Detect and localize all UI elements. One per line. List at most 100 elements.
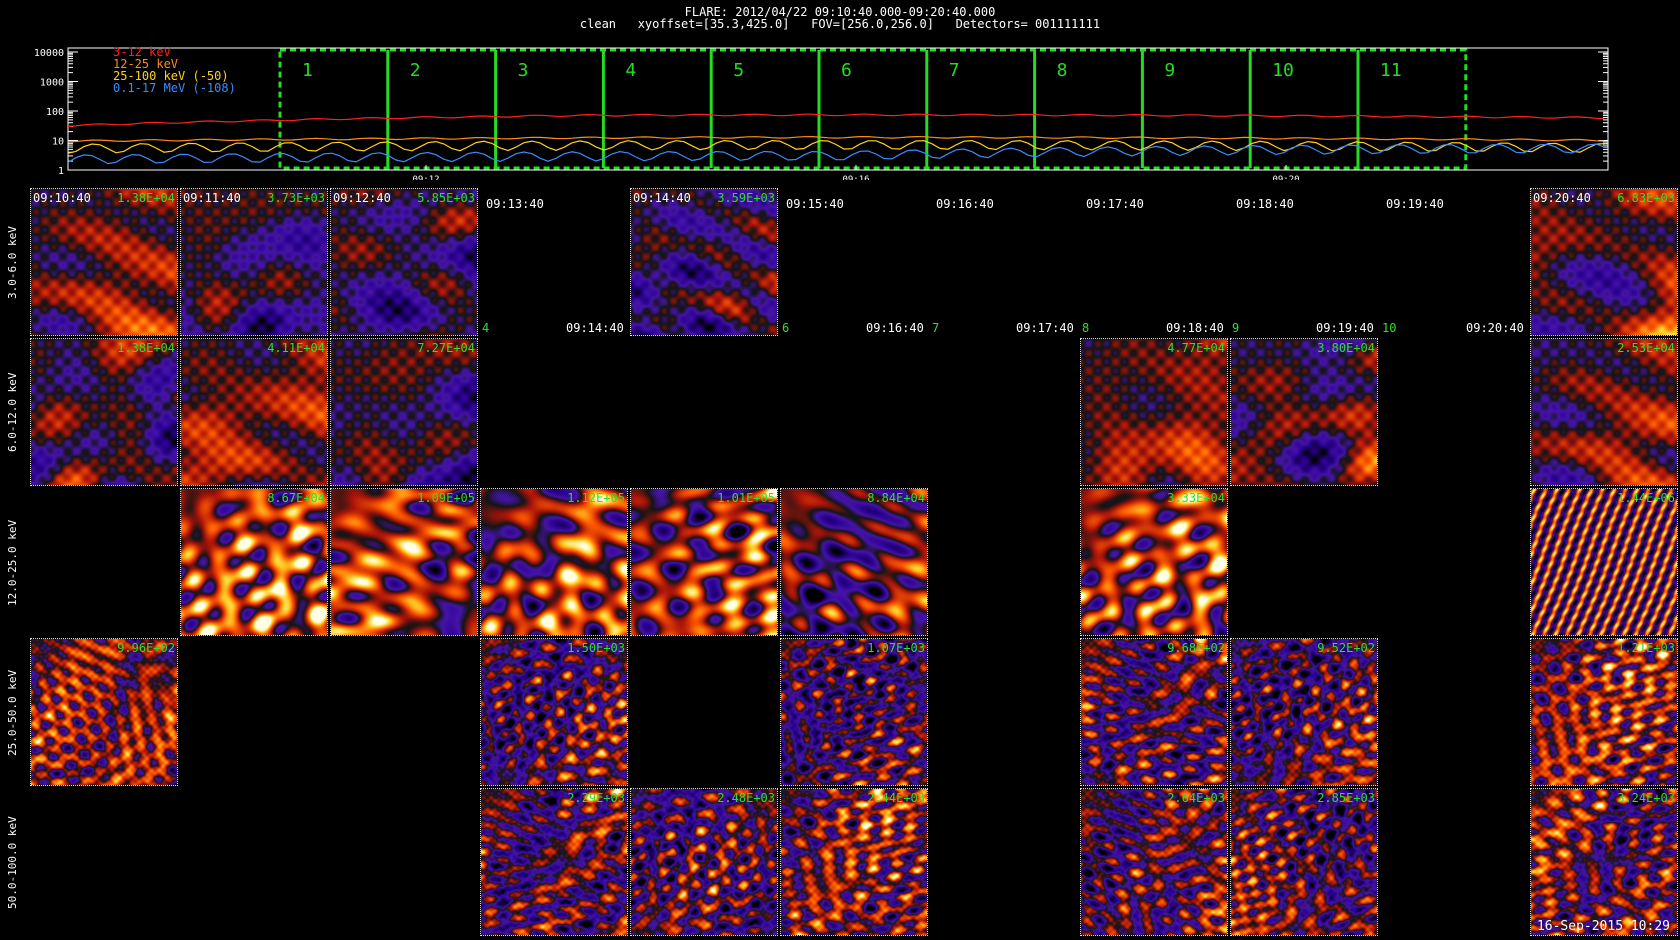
image-panel[interactable]: 1.12E+05 <box>480 488 628 636</box>
image-panel[interactable]: 9.68E+02 <box>1080 638 1228 786</box>
image-panel[interactable]: 4.11E+04 <box>180 338 328 486</box>
image-panel[interactable]: 1.21E+03 <box>1530 638 1678 786</box>
image-panel-map <box>1081 639 1227 785</box>
image-panel[interactable]: 1.38E+04 <box>30 338 178 486</box>
panel-max-value: 2.85E+03 <box>1317 791 1375 805</box>
panel-max-value: 9.96E+02 <box>117 641 175 655</box>
image-panel[interactable]: 7.27E+04 <box>330 338 478 486</box>
panel-max-value: 3.33E+04 <box>1167 491 1225 505</box>
interval-number: 8 <box>1057 60 1068 81</box>
image-panel-map <box>331 489 477 635</box>
column-end-time: 09:16:40 <box>866 321 924 335</box>
image-panel[interactable]: 3.33E+04 <box>1080 488 1228 636</box>
panel-max-value: 3.24E+03 <box>1617 791 1675 805</box>
series-line <box>67 135 1605 143</box>
legend-entry: 3-12 keV <box>113 45 171 59</box>
column-start-time: 09:17:40 <box>1086 197 1144 211</box>
image-panel-map <box>781 489 927 635</box>
y-tick-label: 10 <box>52 137 64 148</box>
column-end-time: 09:19:40 <box>1316 321 1374 335</box>
series-line <box>67 113 1605 127</box>
energy-row-label: 6.0-12.0 keV <box>6 372 19 453</box>
image-panel-map <box>781 789 927 935</box>
column-end-time: 09:18:40 <box>1166 321 1224 335</box>
image-panel-map <box>31 639 177 785</box>
panel-max-value: 1.38E+04 <box>117 191 175 205</box>
image-panel[interactable]: 1.01E+05 <box>630 488 778 636</box>
panel-max-value: 1.12E+05 <box>567 491 625 505</box>
column-number: 7 <box>932 321 940 335</box>
column-number: 4 <box>482 321 490 335</box>
image-panel[interactable]: 2.53E+04 <box>1530 338 1678 486</box>
panel-max-value: 6.83E+03 <box>1617 191 1675 205</box>
image-panel-map <box>631 189 777 335</box>
energy-row-label: 50.0-100.0 keV <box>6 816 19 909</box>
y-tick-label: 1000 <box>40 78 64 89</box>
image-panel[interactable]: 09:12:40 5.85E+03 <box>330 188 478 336</box>
panel-max-value: 7.27E+04 <box>417 341 475 355</box>
image-panel[interactable]: 8.67E+04 <box>180 488 328 636</box>
image-panel[interactable]: 4.77E+04 <box>1080 338 1228 486</box>
panel-max-value: 2.53E+04 <box>1617 341 1675 355</box>
panel-max-value: 2.29E+03 <box>567 791 625 805</box>
image-panel-map <box>31 189 177 335</box>
image-panel-map <box>331 339 477 485</box>
interval-number: 4 <box>625 60 636 81</box>
image-panel-map <box>481 789 627 935</box>
lightcurve-frame <box>67 47 1609 171</box>
panel-max-value: 1.50E+03 <box>567 641 625 655</box>
image-panel[interactable]: 2.44E+03 <box>780 788 928 936</box>
image-panel[interactable]: 2.48E+03 <box>630 788 778 936</box>
interval-number: 5 <box>733 60 744 81</box>
panel-max-value: 1.09E+05 <box>417 491 475 505</box>
image-panel-map <box>1531 189 1677 335</box>
image-panel-map <box>181 339 327 485</box>
image-panel[interactable]: 2.29E+03 <box>480 788 628 936</box>
image-panel[interactable]: 1.44E+06 <box>1530 488 1678 636</box>
panel-start-time: 09:10:40 <box>33 191 91 205</box>
panel-max-value: 3.59E+03 <box>717 191 775 205</box>
panel-max-value: 1.07E+03 <box>867 641 925 655</box>
legend-entry: 25-100 keV (-50) <box>113 69 229 83</box>
panel-max-value: 1.38E+04 <box>117 341 175 355</box>
image-panel-map <box>1531 639 1677 785</box>
column-start-time: 09:16:40 <box>936 197 994 211</box>
image-panel-map <box>481 639 627 785</box>
panel-max-value: 1.21E+03 <box>1617 641 1675 655</box>
x-tick-label: 09:20 <box>1272 175 1299 180</box>
column-end-time: 09:17:40 <box>1016 321 1074 335</box>
image-panel[interactable]: 1.09E+05 <box>330 488 478 636</box>
image-panel[interactable]: 09:11:40 3.73E+03 <box>180 188 328 336</box>
panel-max-value: 5.85E+03 <box>417 191 475 205</box>
image-panel[interactable]: 09:20:40 6.83E+03 <box>1530 188 1678 336</box>
image-panel[interactable]: 8.84E+04 <box>780 488 928 636</box>
image-panel-map <box>1531 339 1677 485</box>
image-panel-map <box>181 189 327 335</box>
interval-outline <box>278 48 1468 170</box>
image-panel[interactable]: 1.07E+03 <box>780 638 928 786</box>
panel-max-value: 8.67E+04 <box>267 491 325 505</box>
image-panel[interactable]: 9.96E+02 <box>30 638 178 786</box>
panel-start-time: 09:14:40 <box>633 191 691 205</box>
image-panel[interactable]: 2.64E+03 <box>1080 788 1228 936</box>
column-number: 9 <box>1232 321 1240 335</box>
column-end-time: 09:14:40 <box>566 321 624 335</box>
interval-number: 7 <box>949 60 960 81</box>
interval-number: 1 <box>302 60 313 81</box>
column-start-time: 09:15:40 <box>786 197 844 211</box>
image-panel[interactable]: 9.52E+02 <box>1230 638 1378 786</box>
interval-number: 10 <box>1272 60 1294 81</box>
image-panel[interactable]: 09:10:40 1.38E+04 <box>30 188 178 336</box>
image-panel[interactable]: 1.50E+03 <box>480 638 628 786</box>
image-panel[interactable]: 3.80E+04 <box>1230 338 1378 486</box>
series-line <box>67 143 1605 165</box>
image-panel[interactable]: 09:14:40 3.59E+03 <box>630 188 778 336</box>
interval-number: 2 <box>410 60 421 81</box>
column-number: 10 <box>1382 321 1397 335</box>
panel-max-value: 3.80E+04 <box>1317 341 1375 355</box>
image-panel[interactable]: 2.85E+03 <box>1230 788 1378 936</box>
panel-max-value: 3.73E+03 <box>267 191 325 205</box>
image-panel-map <box>1531 789 1677 935</box>
image-panel[interactable]: 3.24E+03 <box>1530 788 1678 936</box>
